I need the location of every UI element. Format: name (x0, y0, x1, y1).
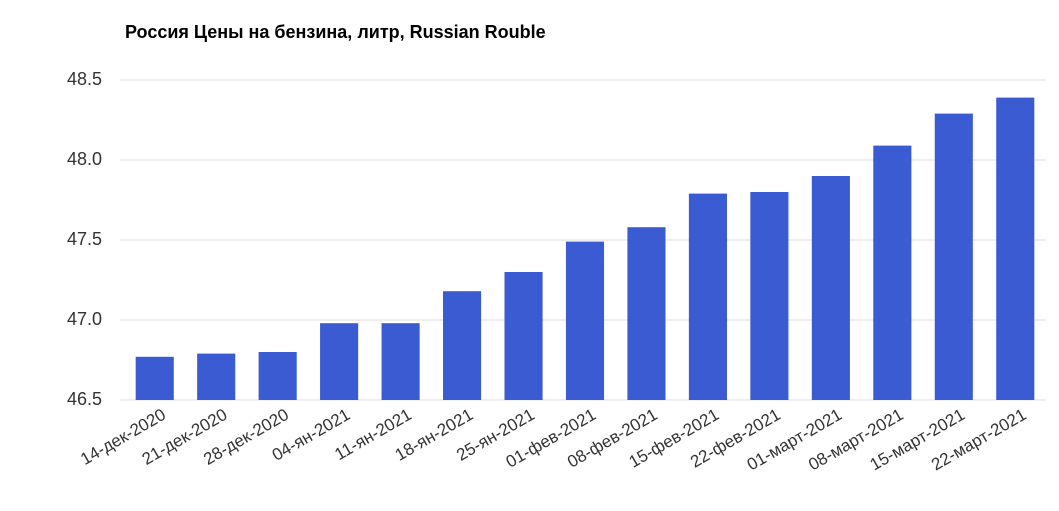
y-tick-label: 47.0 (67, 309, 102, 329)
bar (873, 145, 912, 400)
bar (504, 272, 543, 400)
bar (258, 352, 297, 400)
bar (811, 176, 850, 400)
y-tick-label: 47.5 (67, 229, 102, 249)
bar (688, 193, 727, 400)
y-tick-label: 48.0 (67, 149, 102, 169)
bar (320, 323, 359, 400)
bar (135, 356, 174, 400)
bar (197, 353, 236, 400)
bar (750, 192, 789, 400)
bar (996, 97, 1035, 400)
bar (565, 241, 605, 400)
bar (381, 323, 420, 400)
bar (627, 227, 666, 400)
bar (934, 113, 973, 400)
y-tick-label: 48.5 (67, 69, 102, 89)
chart-title: Россия Цены на бензина, литр, Russian Ro… (125, 22, 546, 42)
y-tick-label: 46.5 (67, 389, 102, 409)
bar (443, 291, 482, 400)
